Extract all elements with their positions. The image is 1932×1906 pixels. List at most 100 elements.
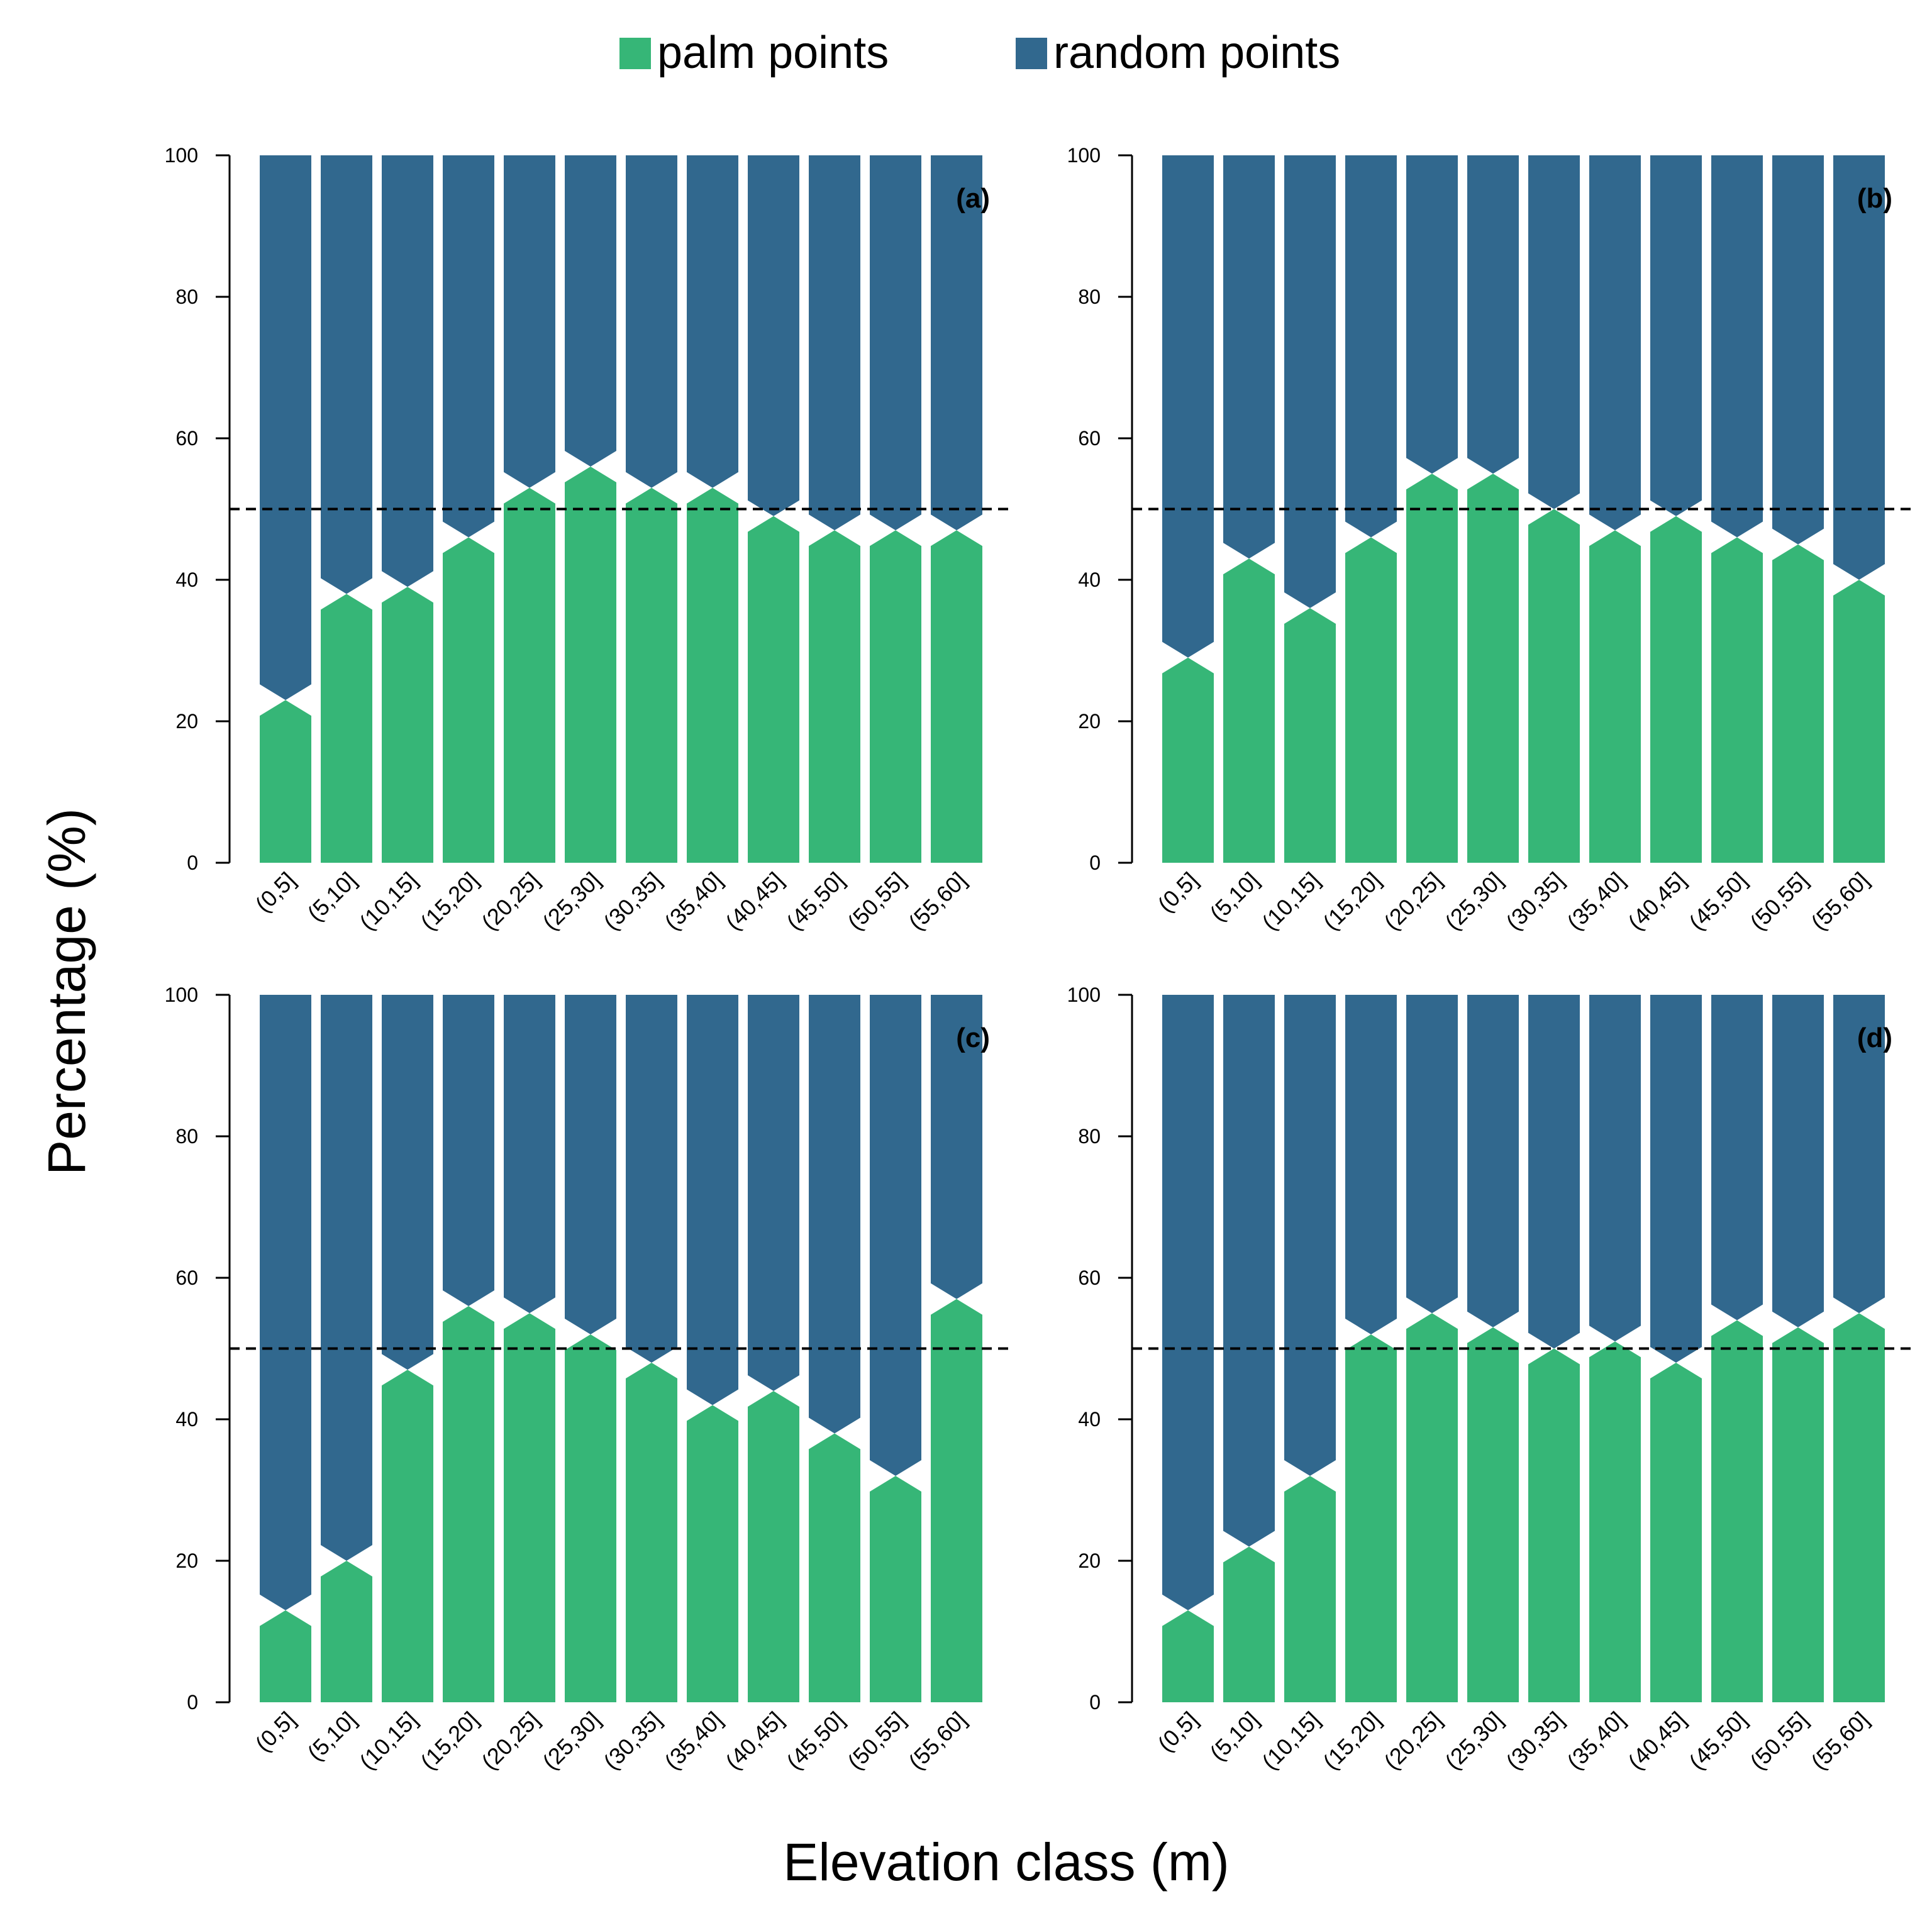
bar-random-3 (1345, 995, 1397, 1334)
bar-random-7 (687, 995, 738, 1405)
category-label: (10,15] (354, 867, 422, 935)
bar-palm-2 (1284, 1476, 1336, 1702)
category-label: (40,45] (1623, 867, 1690, 935)
y-tick-label: 0 (187, 1691, 198, 1714)
bar-random-10 (1772, 995, 1824, 1327)
bar-palm-6 (626, 1363, 677, 1702)
y-tick-label: 20 (175, 1549, 198, 1572)
bar-palm-11 (1833, 1313, 1885, 1702)
category-label: (40,45] (720, 1707, 788, 1775)
category-label: (15,20] (415, 867, 483, 935)
category-label: (10,15] (1257, 1707, 1324, 1775)
bar-random-5 (565, 155, 616, 467)
bar-random-2 (382, 155, 433, 587)
bar-random-7 (687, 155, 738, 488)
y-tick-label: 100 (1067, 144, 1101, 167)
bar-palm-1 (1223, 558, 1275, 863)
bar-palm-9 (809, 530, 860, 863)
category-label: (50,55] (842, 1707, 910, 1775)
y-tick-label: 80 (175, 1125, 198, 1148)
bar-random-0 (1162, 995, 1214, 1610)
category-label: (0,5] (250, 1707, 301, 1757)
category-label: (20,25] (476, 1707, 544, 1775)
legend-swatch-random (1016, 38, 1047, 69)
category-label: (40,45] (720, 867, 788, 935)
y-tick-label: 80 (175, 285, 198, 308)
category-label: (15,20] (1318, 867, 1385, 935)
panel-label: (a) (956, 183, 990, 214)
y-tick-label: 100 (165, 144, 198, 167)
bar-random-1 (321, 995, 372, 1561)
bar-palm-5 (565, 1334, 616, 1702)
category-label: (25,30] (537, 867, 605, 935)
bar-palm-8 (748, 1391, 799, 1702)
y-tick-label: 60 (175, 427, 198, 450)
panel-label: (d) (1857, 1022, 1892, 1053)
legend: palm points random points (619, 28, 1340, 78)
category-label: (50,55] (842, 867, 910, 935)
y-tick-label: 40 (175, 568, 198, 591)
bar-random-8 (748, 155, 799, 516)
bar-palm-6 (626, 487, 677, 863)
bar-palm-3 (1345, 1334, 1397, 1702)
bar-random-11 (931, 995, 982, 1299)
category-label: (20,25] (1379, 1707, 1446, 1775)
legend-swatch-palm (619, 38, 651, 69)
bar-palm-5 (1467, 474, 1519, 863)
bar-random-3 (1345, 155, 1397, 538)
y-tick-label: 100 (165, 983, 198, 1006)
category-label: (25,30] (1440, 867, 1507, 935)
bar-random-4 (504, 995, 555, 1314)
bar-random-8 (1650, 995, 1702, 1363)
category-label: (30,35] (598, 1707, 666, 1775)
bar-palm-8 (1650, 516, 1702, 863)
bar-random-10 (1772, 155, 1824, 545)
category-label: (10,15] (354, 1707, 422, 1775)
bar-random-1 (1223, 155, 1275, 559)
category-label: (5,10] (1205, 867, 1264, 926)
bar-palm-1 (321, 1561, 372, 1702)
bar-random-2 (1284, 155, 1336, 608)
bar-random-9 (1711, 995, 1763, 1321)
category-label: (35,40] (659, 867, 727, 935)
category-label: (55,60] (1806, 1707, 1874, 1775)
category-label: (55,60] (1806, 867, 1874, 935)
bar-palm-5 (1467, 1327, 1519, 1702)
bar-palm-1 (1223, 1546, 1275, 1702)
bar-palm-11 (931, 1299, 982, 1702)
y-tick-label: 0 (187, 851, 198, 874)
bar-palm-3 (443, 537, 494, 863)
bar-palm-2 (1284, 608, 1336, 863)
bar-random-8 (748, 995, 799, 1391)
category-label: (5,10] (303, 1707, 362, 1766)
legend-label-palm: palm points (657, 28, 889, 78)
bar-palm-0 (260, 1610, 311, 1702)
panel-1: (0,5] (5,10](10,15](15,20](20,25](25,30](… (1067, 144, 1913, 935)
bar-palm-3 (443, 1306, 494, 1702)
category-label: (25,30] (1440, 1707, 1507, 1775)
bar-palm-6 (1528, 1348, 1580, 1702)
bar-random-8 (1650, 155, 1702, 516)
bar-palm-7 (687, 487, 738, 863)
bar-random-2 (1284, 995, 1336, 1476)
y-tick-label: 20 (175, 710, 198, 733)
category-label: (45,50] (1684, 867, 1752, 935)
y-axis-title: Percentage (%) (37, 808, 96, 1175)
bar-palm-9 (809, 1433, 860, 1702)
panel-2: (0,5] (5,10](10,15](15,20](20,25](25,30](… (165, 983, 1011, 1775)
bar-palm-10 (870, 1476, 921, 1702)
bar-random-11 (931, 155, 982, 531)
bar-random-3 (443, 155, 494, 538)
category-label: (5,10] (1205, 1707, 1264, 1766)
y-tick-label: 80 (1078, 285, 1101, 308)
bar-palm-10 (1772, 544, 1824, 863)
bar-random-11 (1833, 995, 1885, 1314)
bar-random-10 (870, 155, 921, 531)
bar-random-4 (1406, 995, 1458, 1314)
y-tick-label: 20 (1078, 710, 1101, 733)
bar-palm-10 (870, 530, 921, 863)
y-tick-label: 0 (1089, 1691, 1101, 1714)
category-label: (5,10] (303, 867, 362, 926)
bar-random-0 (1162, 155, 1214, 658)
category-label: (0,5] (1153, 1707, 1203, 1757)
